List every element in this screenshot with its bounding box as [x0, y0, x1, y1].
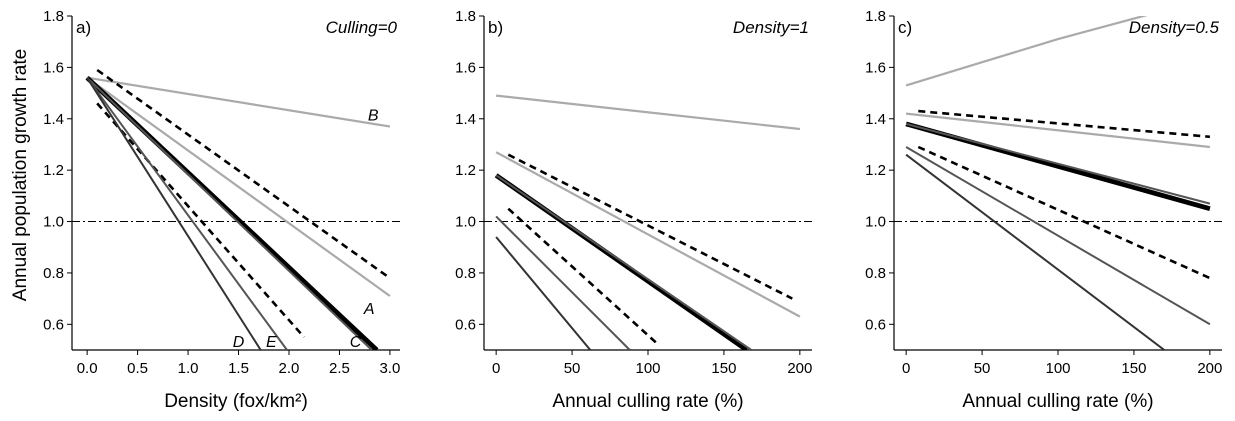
y-tick-label: 1.4 [865, 111, 886, 128]
series-line-1 [905, 16, 1148, 87]
x-tick-label: 200 [787, 360, 812, 377]
series-line-5 [905, 122, 1211, 205]
curve-label-e: E [266, 334, 277, 351]
y-tick-label: 1.6 [865, 59, 886, 76]
series-line-7 [495, 215, 631, 350]
y-tick-label: 1.0 [43, 214, 64, 231]
series-line-7 [86, 77, 288, 350]
series-line-8 [86, 77, 262, 350]
y-tick-label: 1.8 [455, 8, 476, 25]
series-line-8 [905, 153, 1165, 350]
y-tick-label: 1.4 [455, 111, 476, 128]
x-tick-label: 0 [492, 360, 500, 377]
x-tick-label: 150 [1121, 360, 1146, 377]
y-tick-label: 1.2 [865, 162, 886, 179]
x-tick-label: 150 [711, 360, 736, 377]
panel-annotation: Density=0.5 [1129, 18, 1220, 37]
series-line-2 [495, 151, 801, 318]
y-tick-label: 1.0 [455, 214, 476, 231]
y-tick-label: 0.6 [865, 316, 886, 333]
curve-label-a: A [363, 301, 375, 318]
y-tick-label: 1.8 [43, 8, 64, 25]
series-line-3 [96, 68, 391, 280]
y-tick-label: 0.8 [455, 265, 476, 282]
y-tick-label: 0.6 [43, 316, 64, 333]
x-axis-label: Density (fox/km²) [164, 391, 308, 412]
y-tick-label: 0.6 [455, 316, 476, 333]
curve-label-b: B [368, 107, 379, 124]
y-tick-label: 1.2 [455, 162, 476, 179]
x-tick-label: 100 [1045, 360, 1070, 377]
x-tick-label: 100 [635, 360, 660, 377]
series-line-6 [507, 207, 660, 346]
y-tick-label: 0.8 [43, 265, 64, 282]
chart-panel-3: 0.6 0.8 1.0 1.2 1.4 1.6 1.8 0 50 100 150 200 c) Densi… [865, 8, 1222, 412]
y-tick-label: 1.8 [865, 8, 886, 25]
x-tick-label: 0.5 [127, 360, 148, 377]
y-axis-label: Annual population growth rate [10, 49, 31, 301]
series-group [905, 16, 1211, 350]
x-tick-label: 2.0 [279, 360, 300, 377]
x-tick-label: 200 [1197, 360, 1222, 377]
curve-label-d: D [233, 334, 245, 351]
x-axis-label: Annual culling rate (%) [962, 391, 1153, 412]
x-tick-label: 1.5 [228, 360, 249, 377]
x-tick-label: 1.0 [178, 360, 199, 377]
series-line-8 [495, 236, 592, 350]
x-tick-label: 0 [902, 360, 910, 377]
panel-annotation: Culling=0 [326, 18, 398, 37]
x-tick-label: 50 [974, 360, 991, 377]
series-line-6 [917, 145, 1211, 280]
y-tick-label: 1.4 [43, 111, 64, 128]
chart-panel-1: 0.6 0.8 1.0 1.2 1.4 1.6 1.8 0.0 0.5 1.0 1.5 2.0 2.5 3… [43, 8, 400, 412]
series-group [494, 94, 801, 350]
series-line-5 [495, 174, 752, 350]
series-group [85, 68, 391, 350]
series-line-3 [507, 153, 793, 300]
series-line-6 [96, 102, 306, 339]
series-line-3 [918, 109, 1211, 139]
chart-panel-2: 0.6 0.8 1.0 1.2 1.4 1.6 1.8 0 50 100 150 200 b) Densi… [455, 8, 812, 412]
x-axis-label: Annual culling rate (%) [552, 391, 743, 412]
x-tick-label: 2.5 [329, 360, 350, 377]
x-tick-label: 3.0 [379, 360, 400, 377]
series-line-2 [905, 112, 1211, 149]
y-tick-label: 1.0 [865, 214, 886, 231]
series-line-2 [86, 76, 391, 297]
series-line-5 [86, 76, 373, 350]
panel-annotation: Density=1 [733, 18, 809, 37]
y-tick-label: 0.8 [865, 265, 886, 282]
panel-letter: c) [898, 18, 912, 37]
panel-letter: b) [488, 18, 503, 37]
series-line-1 [86, 76, 391, 128]
series-line-7 [905, 146, 1211, 326]
x-tick-label: 50 [564, 360, 581, 377]
y-tick-label: 1.2 [43, 162, 64, 179]
x-tick-label: 0.0 [77, 360, 98, 377]
panel-letter: a) [76, 18, 91, 37]
y-tick-label: 1.6 [455, 59, 476, 76]
series-line-1 [495, 94, 801, 131]
curve-label-c: C [350, 334, 362, 351]
y-tick-label: 1.6 [43, 59, 64, 76]
